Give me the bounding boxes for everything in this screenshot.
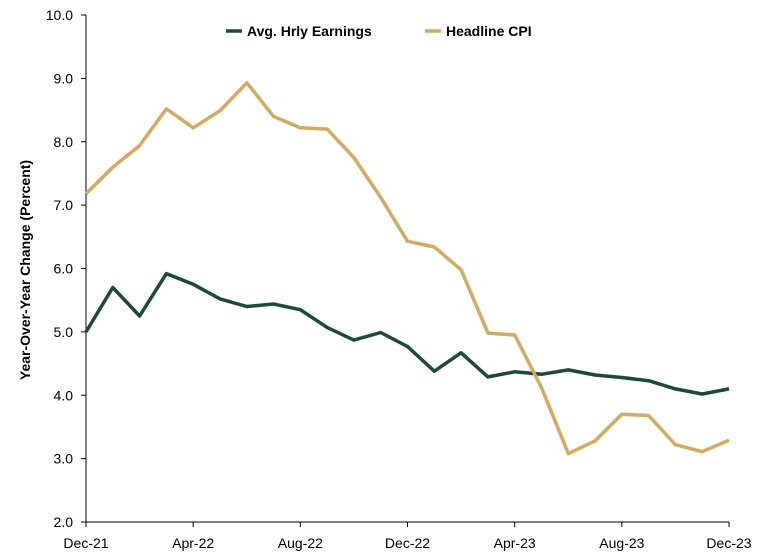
x-tick-label: Aug-23 <box>599 535 644 551</box>
series-line-avg-hrly-earnings <box>84 271 730 396</box>
series-lines <box>84 81 730 456</box>
legend: Avg. Hrly Earnings Headline CPI <box>226 23 532 39</box>
y-axis-label: Year-Over-Year Change (Percent) <box>17 160 33 380</box>
y-tick-label: 4.0 <box>54 387 74 403</box>
y-tick-label: 9.0 <box>54 70 74 86</box>
x-axis-ticks: Dec-21 Apr-22 Aug-22 Dec-22 Apr-23 Aug-23 Dec-… <box>63 522 752 551</box>
y-axis-ticks: 2.0 3.0 4.0 5.0 6.0 7.0 8.0 9.0 10.0 <box>46 7 86 530</box>
y-tick-label: 3.0 <box>54 451 74 467</box>
x-tick-label: Aug-22 <box>278 535 323 551</box>
x-tick-label: Apr-22 <box>172 535 214 551</box>
x-tick-label: Dec-22 <box>385 535 430 551</box>
y-tick-label: 7.0 <box>54 197 74 213</box>
y-tick-label: 8.0 <box>54 134 74 150</box>
series-line-headline-cpi <box>84 81 730 456</box>
y-tick-label: 10.0 <box>46 7 73 23</box>
x-tick-label: Dec-21 <box>63 535 108 551</box>
legend-label: Avg. Hrly Earnings <box>247 23 372 39</box>
axes <box>85 15 729 523</box>
legend-label: Headline CPI <box>446 23 532 39</box>
x-tick-label: Dec-23 <box>706 535 751 551</box>
y-tick-label: 6.0 <box>54 261 74 277</box>
x-tick-label: Apr-23 <box>494 535 536 551</box>
y-tick-label: 2.0 <box>54 514 74 530</box>
y-tick-label: 5.0 <box>54 324 74 340</box>
